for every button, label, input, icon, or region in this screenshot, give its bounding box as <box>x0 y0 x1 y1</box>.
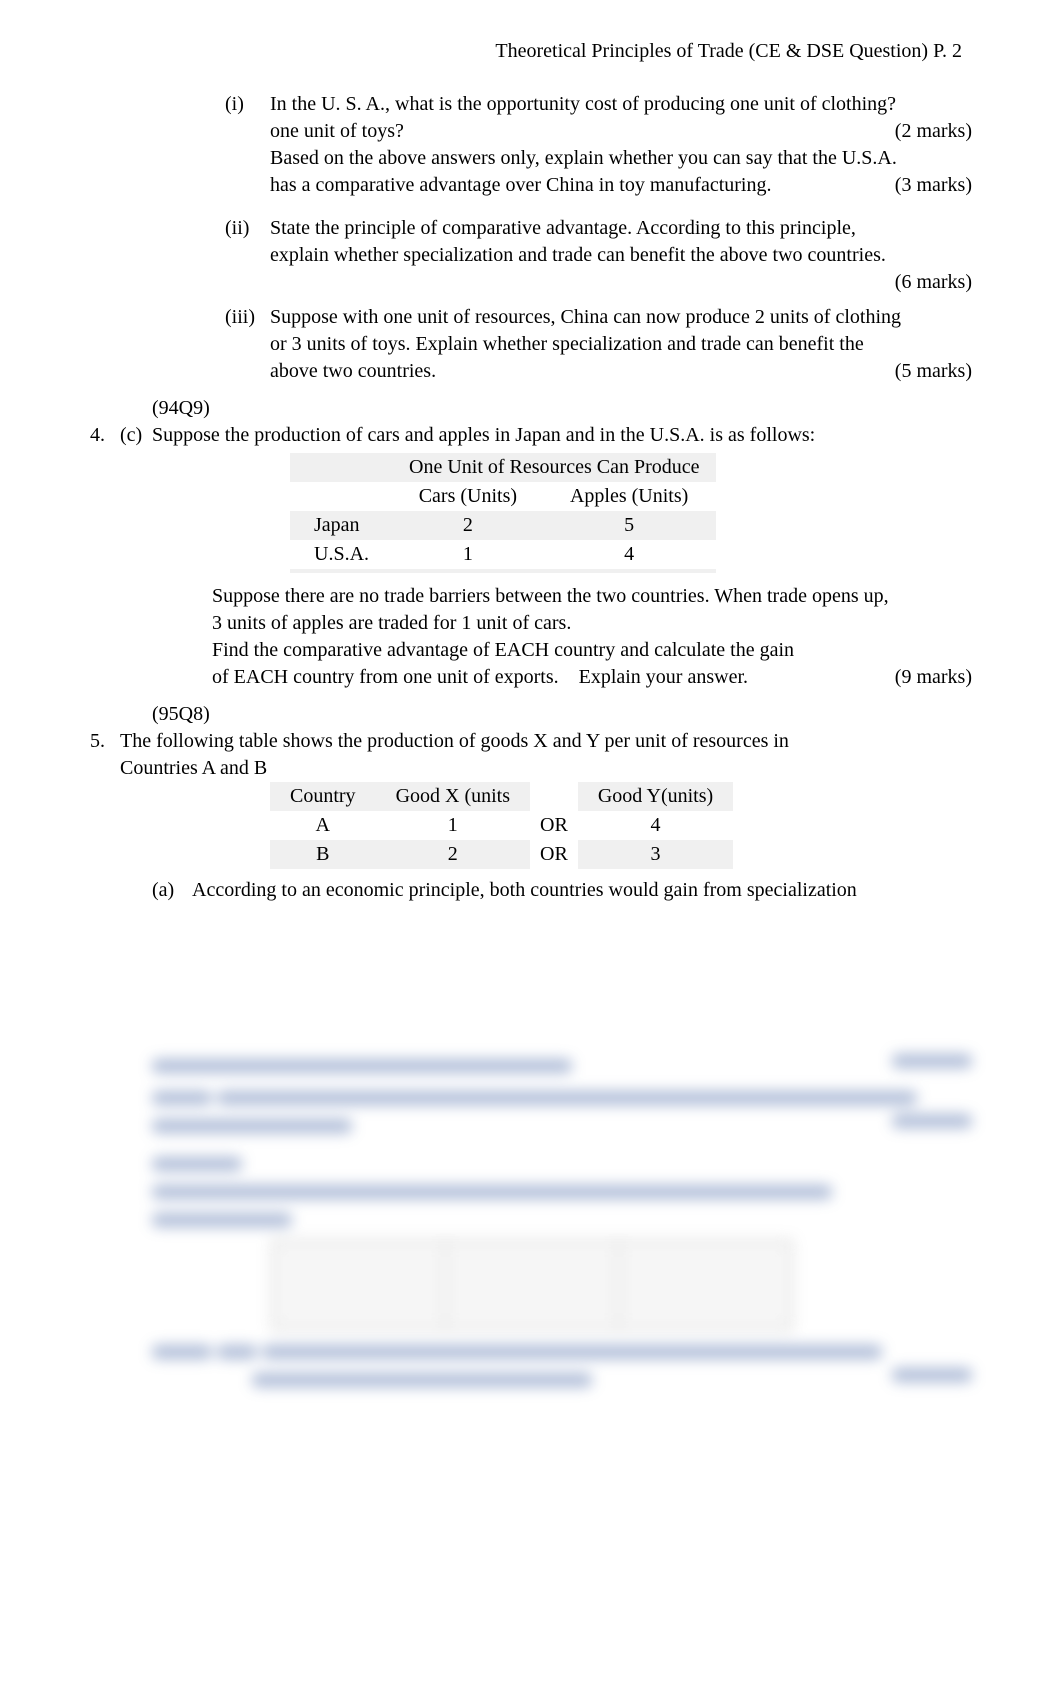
q4-p3l1: Find the comparative advantage of EACH c… <box>212 637 972 664</box>
iii-line3: above two countries. (5 marks) <box>270 358 972 385</box>
q5-l1: The following table shows the production… <box>120 728 972 755</box>
q4-p3l2: of EACH country from one unit of exports… <box>212 664 972 691</box>
q4-table: One Unit of Resources Can Produce Cars (… <box>290 453 716 573</box>
q5-a-text: According to an economic principle, both… <box>192 877 857 904</box>
i-line4: has a comparative advantage over China i… <box>270 172 972 199</box>
q5-rA-y: 4 <box>578 811 733 840</box>
q4-r2-cars: 1 <box>393 540 543 569</box>
q4-p2l1: Suppose there are no trade barriers betw… <box>212 583 972 610</box>
q4-header: 4. (c) Suppose the production of cars an… <box>90 422 972 449</box>
q4-r1-name: Japan <box>290 511 393 540</box>
q5-h1: Country <box>270 782 376 811</box>
i-line4-marks: (3 marks) <box>895 172 972 199</box>
q5-a: (a) According to an economic principle, … <box>152 877 972 904</box>
item-i: (i) In the U. S. A., what is the opportu… <box>225 91 972 199</box>
i-line2-marks: (2 marks) <box>895 118 972 145</box>
i-line4-text: has a comparative advantage over China i… <box>270 174 771 196</box>
label-ii: (ii) <box>225 215 270 296</box>
q5-num: 5. <box>90 728 120 782</box>
body-i: In the U. S. A., what is the opportunity… <box>270 91 972 199</box>
q5-code: (95Q8) <box>152 701 972 728</box>
q4-r2-name: U.S.A. <box>290 540 393 569</box>
q5-rB-or: OR <box>530 840 578 869</box>
q5-header: 5. The following table shows the product… <box>90 728 972 782</box>
iii-line3-text: above two countries. <box>270 360 436 382</box>
page-header: Theoretical Principles of Trade (CE & DS… <box>90 40 972 63</box>
q5-table: Country Good X (units Good Y(units) A 1 … <box>270 782 733 869</box>
ii-line2: explain whether specialization and trade… <box>270 242 972 269</box>
q5-rB-c: B <box>270 840 376 869</box>
q4-h2: Apples (Units) <box>543 482 716 511</box>
q5-rA-x: 1 <box>376 811 530 840</box>
q4-table-caption: One Unit of Resources Can Produce <box>393 453 716 482</box>
q4-num: 4. <box>90 422 120 449</box>
i-line2-text: one unit of toys? <box>270 120 404 142</box>
iii-line3-marks: (5 marks) <box>895 358 972 385</box>
q4-c: (c) <box>120 422 152 449</box>
i-line1: In the U. S. A., what is the opportunity… <box>270 91 972 118</box>
q5-h2: Good X (units <box>376 782 530 811</box>
q4-p2l2: 3 units of apples are traded for 1 unit … <box>212 610 972 637</box>
q4-table-wrap: One Unit of Resources Can Produce Cars (… <box>290 453 972 573</box>
body-ii: State the principle of comparative advan… <box>270 215 972 296</box>
iii-line1: Suppose with one unit of resources, Chin… <box>270 306 901 328</box>
q5-l2: Countries A and B <box>120 755 972 782</box>
q5-body: The following table shows the production… <box>120 728 972 782</box>
q4-r2-apples: 4 <box>543 540 716 569</box>
ii-line3-marks: (6 marks) <box>895 269 972 296</box>
iii-line2: or 3 units of toys. Explain whether spec… <box>270 331 972 358</box>
q5-table-wrap: Country Good X (units Good Y(units) A 1 … <box>270 782 972 869</box>
q5-a-label: (a) <box>152 877 192 904</box>
q4-l1: Suppose the production of cars and apple… <box>152 422 972 449</box>
body-iii: Suppose with one unit of resources, Chin… <box>270 304 972 385</box>
q4-p3l2-text: of EACH country from one unit of exports… <box>212 666 748 688</box>
blurred-table <box>272 1240 792 1330</box>
q4-code: (94Q9) <box>152 395 972 422</box>
q5-rA-or: OR <box>530 811 578 840</box>
q4-r1-apples: 5 <box>543 511 716 540</box>
q5-rB-x: 2 <box>376 840 530 869</box>
blurred-region <box>152 1054 972 1390</box>
q5-h3: Good Y(units) <box>578 782 733 811</box>
i-line3: Based on the above answers only, explain… <box>270 145 972 172</box>
document-content: (i) In the U. S. A., what is the opportu… <box>90 91 972 1390</box>
q4-p3-marks: (9 marks) <box>895 664 972 691</box>
q5-rB-y: 3 <box>578 840 733 869</box>
item-iii: (iii) Suppose with one unit of resources… <box>225 304 972 385</box>
label-iii: (iii) <box>225 304 270 385</box>
label-i: (i) <box>225 91 270 199</box>
q5-rA-c: A <box>270 811 376 840</box>
ii-line1: State the principle of comparative advan… <box>270 215 972 242</box>
q4-r1-cars: 2 <box>393 511 543 540</box>
q4-p2: Suppose there are no trade barriers betw… <box>212 583 972 691</box>
item-ii: (ii) State the principle of comparative … <box>225 215 972 296</box>
q4-h1: Cars (Units) <box>393 482 543 511</box>
i-line2: one unit of toys? (2 marks) <box>270 118 972 145</box>
